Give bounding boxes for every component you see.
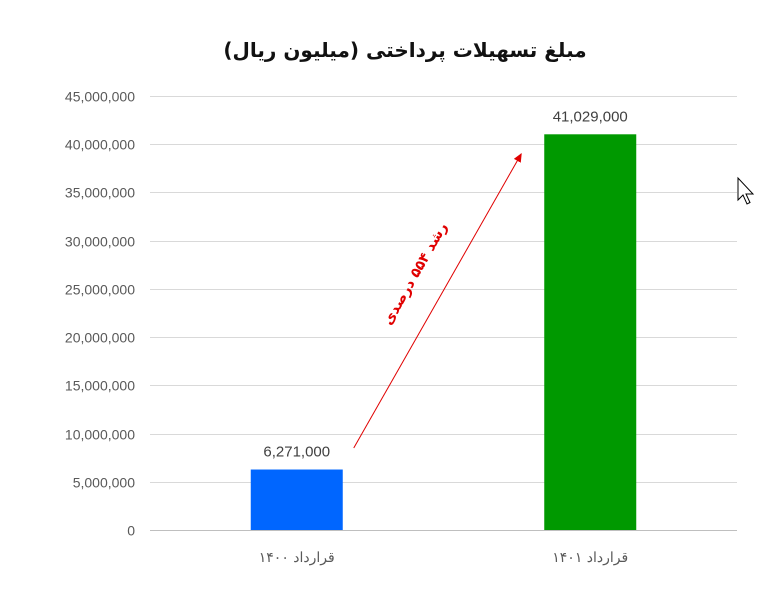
bar [544, 134, 637, 530]
category-label: قرارداد ۱۴۰۱ [552, 550, 628, 566]
gridlines [150, 96, 737, 531]
chart-title: مبلغ تسهیلات پرداختی (میلیون ریال) [223, 38, 586, 63]
annotation-label: رشد ۵۵۴ درصدی [380, 220, 451, 328]
growth-arrow [353, 152, 522, 449]
y-tick-label: 45,000,000 [65, 89, 135, 105]
y-tick-label: 25,000,000 [65, 282, 135, 298]
y-tick-label: 30,000,000 [65, 234, 135, 250]
y-axis: 0 5,000,000 10,000,000 15,000,000 20,000,000… [65, 89, 135, 539]
bars: 6,271,000 41,029,000 [250, 108, 637, 530]
y-tick-label: 10,000,000 [65, 427, 135, 443]
mouse-cursor-icon [737, 176, 755, 205]
y-tick-label: 15,000,000 [65, 378, 135, 394]
category-label: قرارداد ۱۴۰۰ [259, 550, 335, 566]
y-tick-label: 0 [127, 523, 135, 539]
bar [250, 469, 343, 530]
y-tick-label: 35,000,000 [65, 185, 135, 201]
growth-annotation: رشد ۵۵۴ درصدی [353, 152, 522, 449]
y-tick-label: 40,000,000 [65, 137, 135, 153]
y-tick-label: 5,000,000 [73, 475, 135, 491]
y-tick-label: 20,000,000 [65, 330, 135, 346]
data-label: 41,029,000 [553, 108, 628, 125]
data-label: 6,271,000 [263, 444, 330, 461]
x-axis: قرارداد ۱۴۰۰ قرارداد ۱۴۰۱ [259, 550, 628, 566]
